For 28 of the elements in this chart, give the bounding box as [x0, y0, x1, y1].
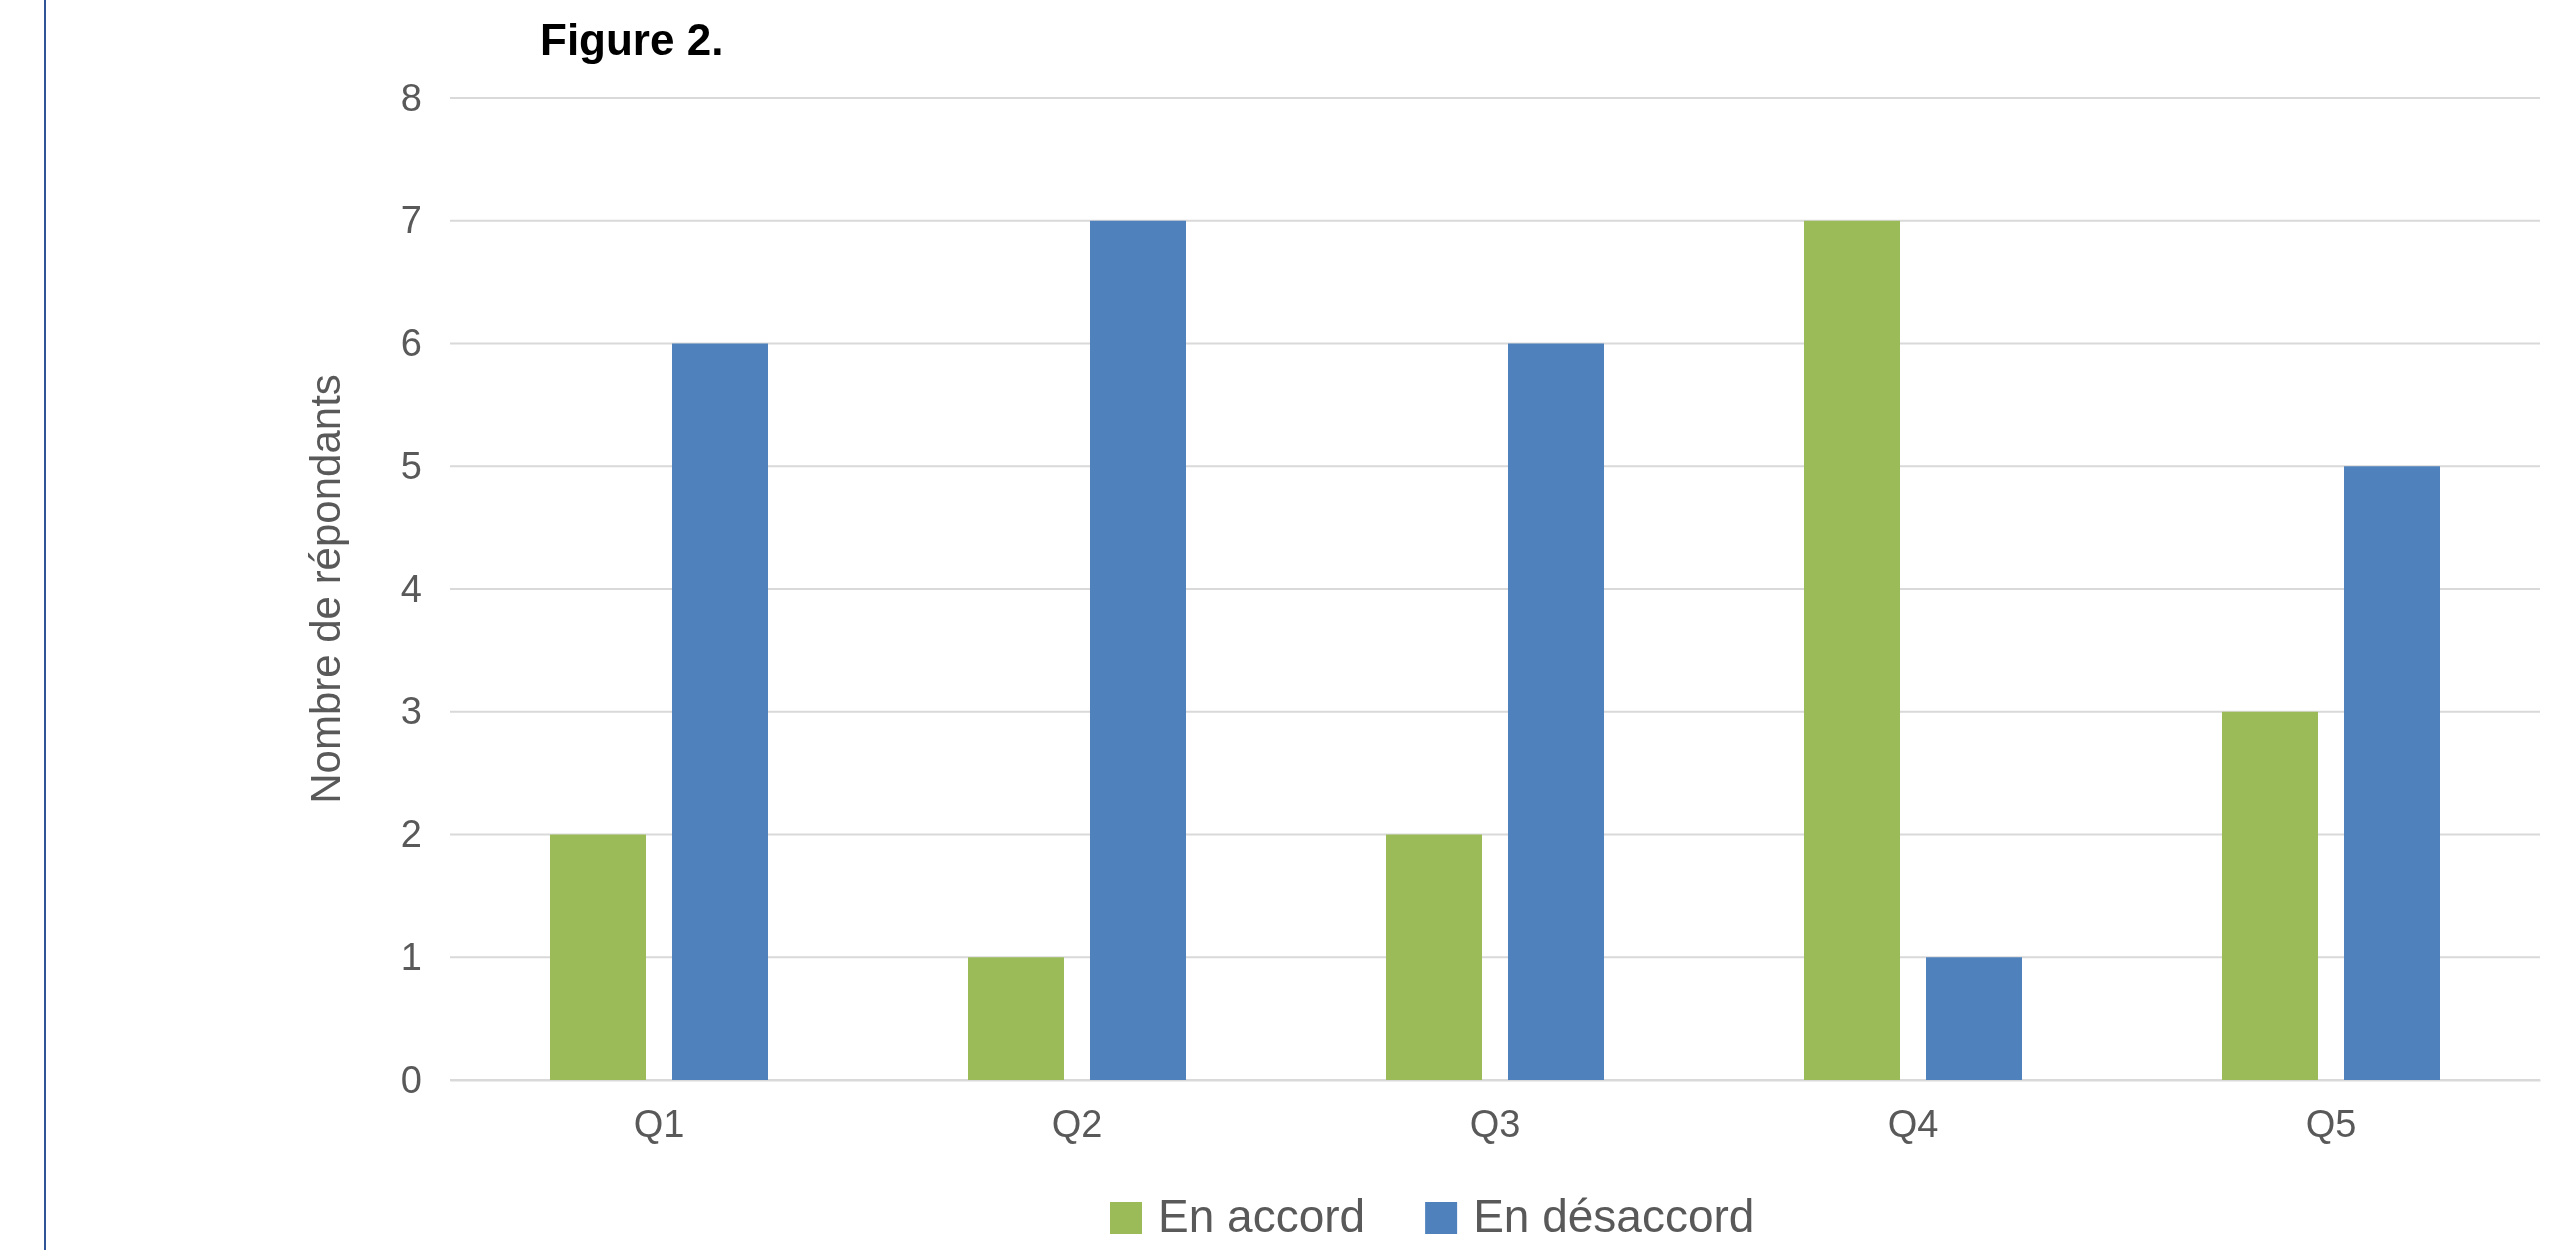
x-tick-label: Q1: [633, 1102, 685, 1145]
y-tick-label: 0: [400, 1058, 422, 1101]
bar: [672, 343, 768, 1080]
x-tick-label: Q3: [1469, 1102, 1521, 1145]
y-tick-label: 4: [400, 567, 422, 610]
bar: [1804, 220, 1900, 1080]
x-tick-label: Q4: [1887, 1102, 1939, 1145]
y-tick-label: 7: [400, 199, 422, 242]
x-tick-label: Q5: [2305, 1102, 2357, 1145]
bar: [968, 957, 1064, 1080]
y-tick-label: 2: [400, 813, 422, 856]
y-tick-label: 8: [400, 76, 422, 119]
y-tick-label: 1: [400, 935, 422, 978]
legend-label: En désaccord: [1473, 1190, 1755, 1242]
y-tick-label: 3: [400, 690, 422, 733]
bar: [1386, 834, 1482, 1080]
bar: [1508, 343, 1604, 1080]
bar: [1926, 957, 2022, 1080]
y-axis-title: Nombre de répondants: [302, 374, 349, 804]
bar: [550, 834, 646, 1080]
x-tick-label: Q2: [1051, 1102, 1103, 1145]
bar: [2222, 711, 2318, 1080]
y-tick-label: 5: [400, 444, 422, 487]
y-tick-label: 6: [400, 322, 422, 365]
bar: [1090, 220, 1186, 1080]
bar: [2344, 466, 2440, 1080]
legend-label: En accord: [1158, 1190, 1366, 1242]
chart-title: Figure 2.: [540, 15, 724, 64]
